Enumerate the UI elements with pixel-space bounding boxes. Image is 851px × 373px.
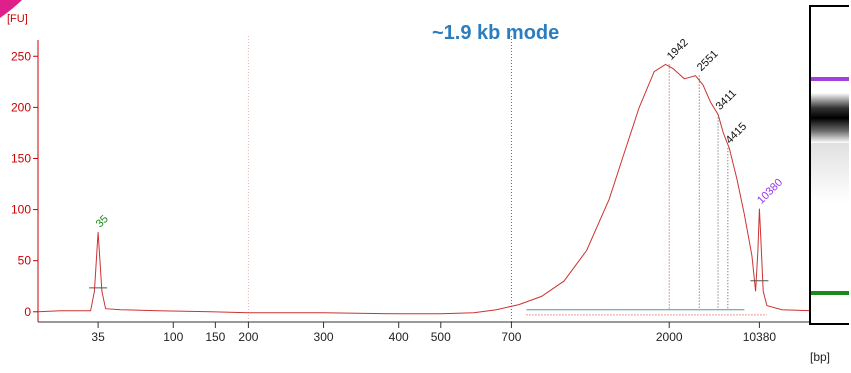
x-tick-label: 2000 bbox=[656, 330, 683, 344]
gel-lane-image bbox=[809, 5, 849, 325]
y-tick-label: 250 bbox=[11, 49, 31, 63]
y-tick-label: 150 bbox=[11, 151, 31, 165]
sample-band bbox=[811, 93, 849, 143]
x-tick-label: 100 bbox=[163, 330, 183, 344]
peak-label: 35 bbox=[94, 213, 111, 230]
peak-label: 4415 bbox=[723, 121, 749, 147]
sample-smear bbox=[811, 143, 849, 203]
peak-label: 1942 bbox=[665, 37, 691, 63]
y-tick-label: 0 bbox=[24, 305, 31, 319]
y-tick-label: 50 bbox=[18, 254, 32, 268]
peak-labels: 35 1942 2551 3411 4415 10380 bbox=[89, 37, 785, 310]
peak-label: 2551 bbox=[695, 48, 721, 74]
mode-annotation: ~1.9 kb mode bbox=[432, 22, 559, 44]
trace-line bbox=[37, 63, 813, 315]
lower-marker-band bbox=[811, 291, 849, 295]
peak-label: 3411 bbox=[714, 87, 739, 112]
axes bbox=[37, 40, 812, 323]
upper-marker-band bbox=[811, 77, 849, 81]
x-tick-label: 150 bbox=[205, 330, 225, 344]
corner-decoration bbox=[0, 0, 22, 18]
x-tick-label: 500 bbox=[431, 330, 451, 344]
grid-lines bbox=[247, 36, 767, 322]
y-axis-ticks: 0 50 100 150 200 250 bbox=[11, 49, 38, 319]
y-tick-label: 200 bbox=[11, 100, 31, 114]
gel-lane bbox=[811, 77, 849, 295]
x-tick-label: 35 bbox=[91, 330, 105, 344]
x-tick-label: 700 bbox=[501, 330, 521, 344]
x-tick-label: 200 bbox=[238, 330, 258, 344]
peak-label: 10380 bbox=[755, 177, 785, 207]
x-tick-label: 10380 bbox=[743, 330, 777, 344]
y-tick-label: 100 bbox=[11, 203, 31, 217]
y-axis-unit: [FU] bbox=[7, 13, 28, 25]
x-axis-unit: [bp] bbox=[810, 350, 830, 364]
trace-lines bbox=[37, 63, 813, 315]
x-tick-label: 400 bbox=[389, 330, 409, 344]
x-tick-label: 300 bbox=[314, 330, 334, 344]
x-axis-ticks: 35 100 150 200 300 400 500 700 2000 10380 bbox=[91, 322, 776, 344]
